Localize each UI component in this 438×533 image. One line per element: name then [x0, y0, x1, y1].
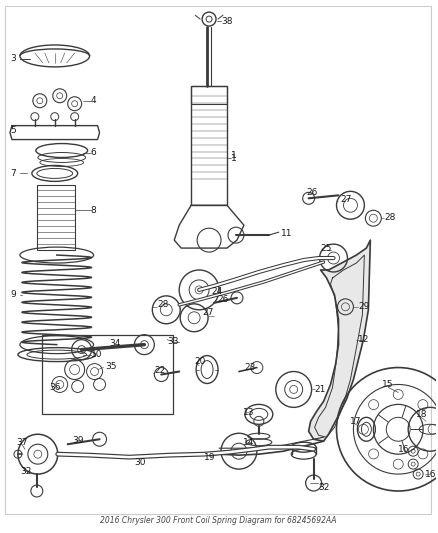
Text: 39: 39 [73, 436, 84, 445]
Text: 8: 8 [91, 206, 96, 215]
Bar [191, 86, 227, 205]
Text: 5: 5 [10, 126, 16, 135]
Text: 33: 33 [167, 337, 179, 346]
Text: 14: 14 [243, 438, 254, 447]
Text: 17: 17 [350, 417, 362, 426]
Text: 10: 10 [91, 350, 102, 359]
Text: 16: 16 [425, 470, 437, 479]
Text: 32: 32 [318, 482, 330, 491]
Text: 23: 23 [244, 363, 255, 372]
Text: 28: 28 [384, 213, 396, 222]
Text: 9: 9 [10, 290, 16, 300]
Text: 36: 36 [50, 383, 61, 392]
Bar [37, 185, 74, 250]
Text: 1: 1 [231, 154, 237, 163]
Text: 3: 3 [10, 54, 16, 63]
Polygon shape [309, 240, 371, 441]
Text: 32: 32 [20, 466, 31, 475]
Text: 27: 27 [202, 308, 213, 317]
Text: 30: 30 [134, 458, 146, 466]
Text: 12: 12 [358, 335, 370, 344]
Text: 15: 15 [382, 380, 394, 389]
Text: 16: 16 [398, 445, 410, 454]
Text: 35: 35 [106, 362, 117, 371]
Text: 25: 25 [321, 244, 332, 253]
Text: 29: 29 [358, 302, 370, 311]
Text: 11: 11 [281, 229, 292, 238]
Text: 37: 37 [16, 438, 28, 447]
Bar [191, 86, 227, 104]
Text: 13: 13 [243, 408, 254, 417]
Text: 20: 20 [194, 357, 205, 366]
Text: 7: 7 [10, 169, 16, 178]
Text: 28: 28 [157, 300, 169, 309]
Bar [42, 335, 173, 414]
Text: 34: 34 [110, 339, 121, 348]
Text: 38: 38 [221, 17, 233, 26]
Text: 19: 19 [204, 453, 215, 462]
Text: 26: 26 [217, 295, 228, 304]
Text: 27: 27 [340, 195, 352, 204]
Text: 21: 21 [314, 385, 326, 394]
Text: 6: 6 [91, 148, 96, 157]
Text: 4: 4 [91, 96, 96, 105]
Text: 18: 18 [416, 410, 427, 419]
Text: 24: 24 [211, 287, 223, 296]
Text: 22: 22 [154, 366, 166, 375]
Text: 1: 1 [231, 151, 237, 160]
Text: 2016 Chrysler 300 Front Coil Spring Diagram for 68245692AA: 2016 Chrysler 300 Front Coil Spring Diag… [100, 516, 336, 526]
Text: 26: 26 [307, 188, 318, 197]
